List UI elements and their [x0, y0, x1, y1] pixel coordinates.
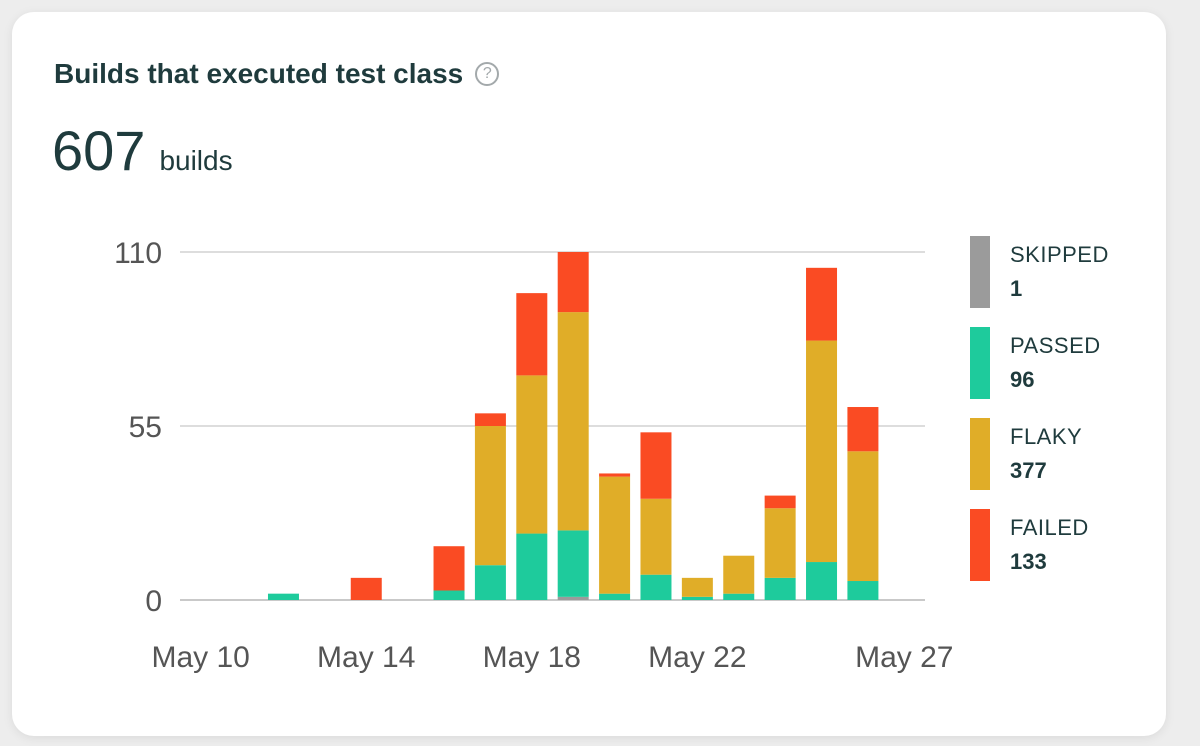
bar-passed[interactable]	[474, 565, 506, 600]
legend-label-flaky: FLAKY	[1010, 424, 1083, 449]
bar-flaky[interactable]	[557, 312, 589, 531]
legend-swatch-flaky	[970, 418, 990, 490]
bar-passed[interactable]	[847, 581, 879, 600]
bar-failed[interactable]	[847, 407, 879, 452]
bar-passed[interactable]	[681, 596, 713, 600]
bar-passed[interactable]	[516, 533, 548, 600]
bar-flaky[interactable]	[599, 476, 631, 594]
legend-item-flaky[interactable]: FLAKY 377	[970, 418, 1109, 490]
card-header: Builds that executed test class ?	[54, 58, 500, 90]
bar-flaky[interactable]	[516, 375, 548, 534]
y-tick-label: 110	[114, 237, 162, 270]
bar-failed[interactable]	[599, 473, 631, 477]
legend-item-failed[interactable]: FAILED 133	[970, 509, 1109, 581]
legend-count-skipped: 1	[1010, 276, 1023, 301]
legend-count-failed: 133	[1010, 549, 1047, 574]
legend-count-passed: 96	[1010, 367, 1035, 392]
bar-failed[interactable]	[474, 413, 506, 426]
x-tick-label: May 10	[151, 641, 249, 674]
y-tick-label: 55	[129, 411, 162, 444]
x-tick-label: May 18	[483, 641, 581, 674]
legend-label-failed: FAILED	[1010, 515, 1089, 540]
bar-passed[interactable]	[806, 562, 838, 600]
bar-flaky[interactable]	[723, 555, 755, 594]
x-tick-label: May 14	[317, 641, 415, 674]
total-builds-unit: builds	[159, 145, 233, 176]
bar-flaky[interactable]	[474, 426, 506, 566]
bar-passed[interactable]	[640, 574, 672, 600]
bar-failed[interactable]	[516, 293, 548, 376]
bar-failed[interactable]	[433, 546, 465, 591]
legend-count-flaky: 377	[1010, 458, 1047, 483]
x-tick-label: May 27	[855, 641, 953, 674]
bar-failed[interactable]	[557, 252, 589, 313]
bar-passed[interactable]	[557, 530, 589, 597]
bar-failed[interactable]	[640, 432, 672, 499]
bar-passed[interactable]	[723, 593, 755, 600]
total-builds: 607 builds	[52, 118, 233, 183]
bar-skipped[interactable]	[557, 596, 589, 600]
bar-passed[interactable]	[433, 590, 465, 600]
help-icon[interactable]: ?	[475, 62, 500, 86]
legend-swatch-failed	[970, 509, 990, 581]
legend-swatch-passed	[970, 327, 990, 399]
legend-swatch-skipped	[970, 236, 990, 308]
bar-passed[interactable]	[599, 593, 631, 600]
legend-label-skipped: SKIPPED	[1010, 242, 1109, 267]
bar-failed[interactable]	[764, 495, 796, 509]
chart-legend: SKIPPED 1 PASSED 96 FLAKY 377 FAILED 133	[970, 236, 1109, 600]
bar-flaky[interactable]	[640, 498, 672, 575]
bar-passed[interactable]	[764, 577, 796, 600]
legend-item-passed[interactable]: PASSED 96	[970, 327, 1109, 399]
bar-failed[interactable]	[350, 577, 382, 600]
bar-flaky[interactable]	[806, 340, 838, 563]
total-builds-value: 607	[52, 119, 146, 182]
bar-failed[interactable]	[806, 267, 838, 341]
y-tick-label: 0	[145, 585, 162, 618]
legend-label-passed: PASSED	[1010, 333, 1101, 358]
bar-flaky[interactable]	[681, 577, 713, 597]
bar-flaky[interactable]	[764, 508, 796, 578]
legend-item-skipped[interactable]: SKIPPED 1	[970, 236, 1109, 308]
card-title: Builds that executed test class	[54, 58, 464, 89]
bar-passed[interactable]	[267, 593, 299, 600]
x-tick-label: May 22	[648, 641, 746, 674]
bar-flaky[interactable]	[847, 451, 879, 582]
